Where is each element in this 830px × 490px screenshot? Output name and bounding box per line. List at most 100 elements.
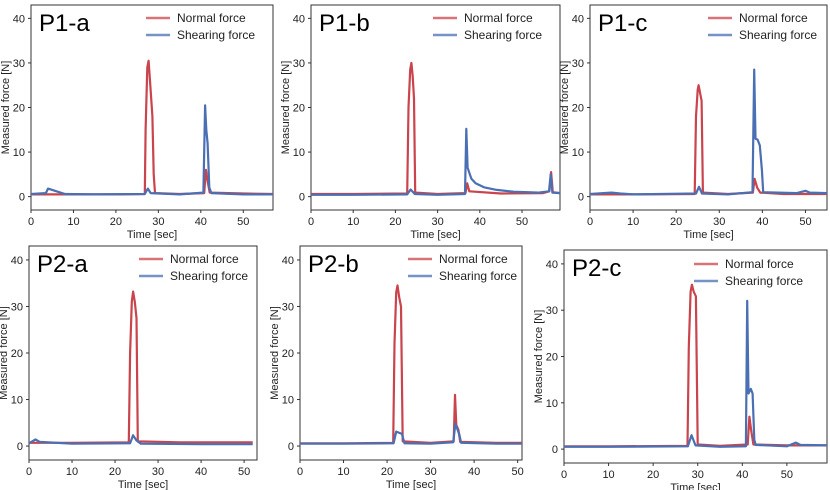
y-axis-label: Measured force [N]: [0, 306, 10, 400]
chart-panel-6: 0 10 20 30 40 50 0 10 20 30 40 Time [sec] Measured f…: [533, 249, 828, 490]
x-tick-label: 30: [424, 466, 436, 478]
x-tick-label: 0: [587, 216, 593, 228]
x-tick-label: 10: [337, 466, 349, 478]
x-tick-label: 50: [781, 469, 793, 481]
y-axis-label: Measured force [N]: [269, 306, 281, 400]
panel-title: P2-a: [37, 251, 88, 278]
x-tick-label: 30: [692, 469, 704, 481]
y-tick-label: 20: [13, 103, 25, 115]
x-tick-label: 40: [195, 216, 207, 228]
x-tick-label: 50: [238, 466, 250, 478]
chart-panel-3: 0 10 20 30 40 50 0 10 20 30 40 Time [sec] Measured f…: [559, 4, 828, 241]
x-tick-label: 40: [756, 216, 768, 228]
x-tick-label: 10: [602, 469, 614, 481]
chart-panel-4: 0 10 20 30 40 50 0 10 20 30 40 Time [sec] Measured f…: [0, 245, 258, 490]
x-tick-label: 40: [468, 466, 480, 478]
legend-entry: Normal force: [464, 11, 533, 25]
plot-frame: [28, 245, 258, 461]
x-tick-label: 20: [647, 469, 659, 481]
legend-entry: Shearing force: [464, 28, 542, 42]
x-tick-label: 20: [670, 216, 682, 228]
x-tick-label: 0: [26, 466, 32, 478]
y-tick-label: 40: [282, 255, 294, 267]
y-tick-label: 10: [546, 398, 558, 410]
x-tick-label: 0: [561, 469, 567, 481]
x-axis-label: Time [sec]: [386, 479, 436, 490]
y-axis-label: Measured force [N]: [280, 61, 292, 155]
shearing-force-line: [300, 422, 522, 445]
y-tick-label: 30: [13, 58, 25, 70]
panel-title: P1-c: [598, 10, 647, 37]
shearing-force-line: [590, 68, 827, 196]
y-tick-label: 0: [19, 192, 25, 204]
y-tick-label: 0: [299, 192, 305, 204]
x-tick-label: 0: [297, 466, 303, 478]
y-tick-label: 40: [13, 13, 25, 25]
y-tick-label: 0: [552, 444, 558, 456]
legend-entry: Normal force: [170, 252, 239, 266]
x-tick-label: 30: [713, 216, 725, 228]
x-tick-label: 40: [736, 469, 748, 481]
y-tick-label: 40: [572, 13, 584, 25]
x-tick-label: 50: [516, 216, 528, 228]
x-tick-label: 20: [109, 466, 121, 478]
x-tick-label: 0: [308, 216, 314, 228]
panel-title: P2-c: [572, 255, 621, 282]
y-tick-label: 20: [282, 348, 294, 360]
plot-frame: [589, 4, 828, 211]
shearing-force-line: [29, 434, 253, 446]
x-tick-label: 40: [474, 216, 486, 228]
y-tick-label: 40: [11, 255, 23, 267]
x-tick-label: 50: [237, 216, 249, 228]
shearing-force-line: [564, 299, 827, 448]
y-axis-label: Measured force [N]: [559, 61, 571, 155]
chart-panel-2: 0 10 20 30 40 50 0 10 20 30 40 Time [sec] Measured f…: [280, 4, 561, 241]
legend-entry: Normal force: [725, 257, 794, 271]
y-tick-label: 0: [578, 192, 584, 204]
panel-title: P1-a: [39, 10, 90, 37]
chart-panel-5: 0 10 20 30 40 50 0 10 20 30 40 Time [sec] Measured f…: [269, 245, 524, 490]
x-tick-label: 20: [110, 216, 122, 228]
y-tick-label: 20: [546, 352, 558, 364]
y-tick-label: 20: [572, 103, 584, 115]
y-tick-label: 30: [11, 301, 23, 313]
x-axis-label: Time [sec]: [127, 229, 177, 241]
x-tick-label: 20: [389, 216, 401, 228]
x-tick-label: 40: [195, 466, 207, 478]
y-tick-label: 20: [11, 348, 23, 360]
normal-force-line: [590, 84, 827, 196]
x-axis-label: Time [sec]: [118, 479, 168, 490]
y-tick-label: 10: [11, 395, 23, 407]
legend-entry: Shearing force: [739, 28, 817, 42]
legend-entry: Normal force: [739, 11, 808, 25]
shearing-force-line: [31, 104, 273, 196]
legend-entry: Shearing force: [177, 28, 255, 42]
shearing-force-line: [311, 127, 560, 196]
x-tick-label: 10: [347, 216, 359, 228]
x-tick-label: 10: [67, 216, 79, 228]
y-tick-label: 40: [546, 259, 558, 271]
legend-entry: Normal force: [177, 11, 246, 25]
x-axis-label: Time [sec]: [670, 482, 720, 490]
x-tick-label: 10: [627, 216, 639, 228]
chart-panel-1: 0 10 20 30 40 50 0 10 20 30 40 Time [sec] Measured f…: [0, 4, 274, 241]
panel-title: P2-b: [308, 251, 359, 278]
x-tick-label: 30: [431, 216, 443, 228]
y-tick-label: 30: [572, 58, 584, 70]
x-tick-label: 30: [152, 466, 164, 478]
legend-entry: Shearing force: [439, 269, 517, 283]
y-tick-label: 0: [288, 441, 294, 453]
y-tick-label: 30: [293, 58, 305, 70]
plot-frame: [299, 245, 523, 461]
x-tick-label: 50: [512, 466, 524, 478]
y-tick-label: 10: [282, 395, 294, 407]
y-tick-label: 30: [546, 305, 558, 317]
x-axis-label: Time [sec]: [410, 229, 460, 241]
y-axis-label: Measured force [N]: [533, 310, 545, 404]
y-tick-label: 0: [17, 441, 23, 453]
y-tick-label: 10: [13, 147, 25, 159]
y-tick-label: 40: [293, 13, 305, 25]
x-tick-label: 50: [799, 216, 811, 228]
x-tick-label: 20: [381, 466, 393, 478]
